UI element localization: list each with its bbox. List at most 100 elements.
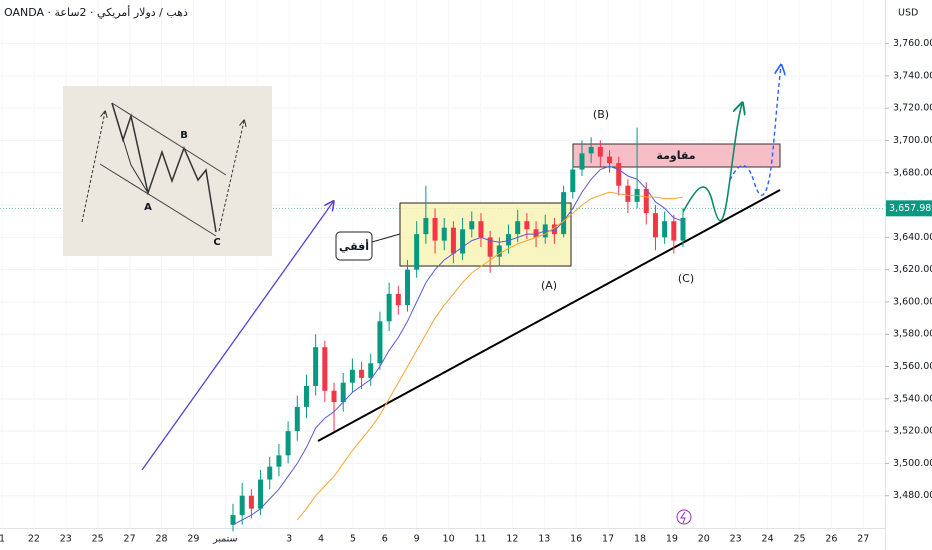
candle-body (294, 406, 300, 432)
event-icon-glyph (680, 511, 686, 524)
last-price-label: 3,657.980 (889, 203, 932, 214)
callout-box (335, 231, 373, 261)
last-price-tag (886, 200, 932, 217)
trendline (317, 189, 781, 442)
candle-body (515, 221, 521, 235)
candle-body (625, 185, 631, 202)
y-tick-label: 3,760.000 (893, 38, 932, 49)
price-plot (230, 127, 686, 532)
candle-body (404, 269, 410, 306)
y-tick-label: 3,640.000 (893, 232, 932, 243)
candle-body (322, 347, 328, 391)
wave-label: (A) (541, 279, 557, 292)
projection-path (682, 104, 742, 222)
x-tick-label: 23 (60, 534, 72, 545)
wave-label: (B) (593, 108, 609, 121)
candle-body (616, 163, 622, 186)
candle-body (359, 369, 365, 378)
candle-body (423, 217, 429, 235)
candle-body (478, 221, 484, 238)
candle-body (579, 153, 585, 170)
x-tick-label: 13 (538, 534, 550, 545)
candle-body (239, 495, 245, 516)
candle-body (551, 224, 557, 235)
x-tick-label: 22 (28, 534, 40, 545)
resistance-zone (572, 143, 781, 168)
x-tick-label: 23 (730, 534, 742, 545)
inset-label: C (213, 237, 220, 248)
candle-body (496, 245, 502, 257)
x-tick-label: 6 (382, 534, 388, 545)
x-tick-label: 11 (474, 534, 486, 545)
candle-body (248, 495, 254, 509)
x-tick-label: 27 (124, 534, 136, 545)
inset-panel (63, 86, 272, 256)
candle-body (524, 221, 530, 230)
candle-body (506, 234, 512, 246)
candle-body (643, 188, 649, 214)
y-tick-label: 3,620.000 (893, 264, 932, 275)
x-tick-label: 19 (666, 534, 678, 545)
candle-body (368, 363, 374, 378)
candle-body (652, 213, 658, 238)
candle-body (432, 217, 438, 241)
y-tick-label: 3,600.000 (893, 296, 932, 307)
currency: USD (898, 8, 918, 19)
inset-channel (111, 102, 227, 176)
x-tick-label: 5 (350, 534, 356, 545)
candle-body (276, 455, 282, 467)
moving-average (296, 191, 684, 521)
y-tick-label: 3,540.000 (893, 393, 932, 404)
candle-body (680, 217, 686, 241)
candle-body (331, 390, 337, 403)
candle-body (285, 431, 291, 456)
candle-body (671, 221, 677, 241)
projection-path (729, 66, 781, 196)
x-tick-label: 16 (570, 534, 582, 545)
y-tick-label: 3,560.000 (893, 361, 932, 372)
candle-body (303, 385, 309, 407)
candle-body (588, 146, 594, 154)
x-tick-label: 29 (187, 534, 199, 545)
range-zone (399, 202, 572, 267)
y-tick-label: 3,680.000 (893, 167, 932, 178)
candle-body (533, 229, 539, 238)
callout-pointer (371, 233, 401, 243)
y-tick-label: 3,740.000 (893, 70, 932, 81)
wave-label: (C) (678, 272, 694, 285)
x-tick-label: 4 (318, 534, 324, 545)
y-tick-label: 3,520.000 (893, 426, 932, 437)
inset-arrow (218, 121, 244, 232)
candle-body (561, 192, 567, 235)
candle-body (386, 293, 392, 322)
candle-body (607, 156, 613, 164)
candle-body (377, 321, 383, 364)
trend-arrow (141, 202, 333, 471)
x-tick-label: 25 (793, 534, 805, 545)
candle-body (450, 227, 456, 254)
candle-body (469, 221, 475, 230)
callout-label: أفقي (339, 239, 369, 253)
x-tick-label: 26 (825, 534, 837, 545)
x-tick-label: 12 (506, 534, 518, 545)
inset-arrow (81, 112, 105, 223)
candle-body (230, 515, 236, 525)
candle-body (349, 369, 355, 383)
chart-title: OANDA · ذهب / دولار أمريكي · 2ساعة (4, 5, 188, 19)
x-tick-label: 20 (698, 534, 710, 545)
x-tick-label: 18 (634, 534, 646, 545)
candle-body (340, 382, 346, 403)
inset-wave (111, 102, 217, 233)
candle-body (460, 229, 466, 254)
x-tick-label: 1 (0, 534, 5, 545)
candle-body (258, 479, 264, 509)
candle-body (662, 221, 668, 238)
x-tick-label: 10 (443, 534, 455, 545)
inset-label: B (180, 130, 188, 141)
y-tick-label: 3,700.000 (893, 135, 932, 146)
event-icon[interactable] (676, 509, 692, 525)
x-tick-label: 27 (857, 534, 869, 545)
candle-body (395, 293, 401, 306)
